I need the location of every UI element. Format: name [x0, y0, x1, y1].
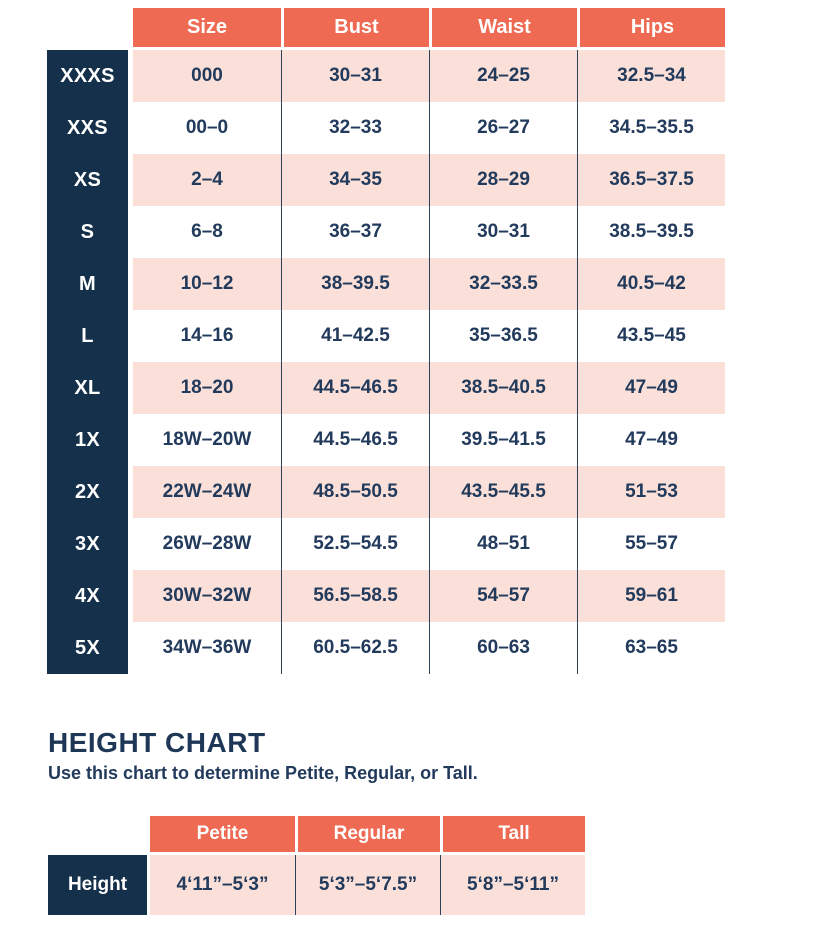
height-chart-header-row: Petite Regular Tall: [150, 816, 585, 852]
table-row-2x: 2X 22W–24W 48.5–50.5 43.5–45.5 51–53: [47, 466, 725, 518]
cell-hips: 63–65: [577, 622, 725, 674]
row-label: 1X: [47, 414, 128, 466]
cell-waist: 39.5–41.5: [429, 414, 577, 466]
cell-bust: 32–33: [281, 102, 429, 154]
size-chart-header-row: Size Bust Waist Hips: [133, 8, 725, 47]
cell-bust: 44.5–46.5: [281, 414, 429, 466]
row-label: XXXS: [47, 50, 128, 102]
row-label: XXS: [47, 102, 128, 154]
table-row-s: S 6–8 36–37 30–31 38.5–39.5: [47, 206, 725, 258]
cell-size: 00–0: [133, 102, 281, 154]
cell-bust: 52.5–54.5: [281, 518, 429, 570]
cell-size: 34W–36W: [133, 622, 281, 674]
table-row-xs: XS 2–4 34–35 28–29 36.5–37.5: [47, 154, 725, 206]
cell-size: 18W–20W: [133, 414, 281, 466]
cell-hips: 47–49: [577, 362, 725, 414]
cell-bust: 44.5–46.5: [281, 362, 429, 414]
table-row-xxxs: XXXS 000 30–31 24–25 32.5–34: [47, 50, 725, 102]
cell-bust: 56.5–58.5: [281, 570, 429, 622]
cell-waist: 48–51: [429, 518, 577, 570]
column-header-tall: Tall: [440, 816, 585, 852]
cell-size: 2–4: [133, 154, 281, 206]
table-row-4x: 4X 30W–32W 56.5–58.5 54–57 59–61: [47, 570, 725, 622]
table-row-1x: 1X 18W–20W 44.5–46.5 39.5–41.5 47–49: [47, 414, 725, 466]
cell-bust: 60.5–62.5: [281, 622, 429, 674]
row-label: S: [47, 206, 128, 258]
cell-hips: 51–53: [577, 466, 725, 518]
cell-size: 18–20: [133, 362, 281, 414]
row-label: 3X: [47, 518, 128, 570]
column-header-petite: Petite: [150, 816, 295, 852]
table-row-xxs: XXS 00–0 32–33 26–27 34.5–35.5: [47, 102, 725, 154]
cell-waist: 60–63: [429, 622, 577, 674]
cell-waist: 35–36.5: [429, 310, 577, 362]
cell-waist: 32–33.5: [429, 258, 577, 310]
cell-hips: 55–57: [577, 518, 725, 570]
height-chart-subtitle: Use this chart to determine Petite, Regu…: [48, 763, 478, 783]
column-header-size: Size: [133, 8, 281, 47]
table-row-5x: 5X 34W–36W 60.5–62.5 60–63 63–65: [47, 622, 725, 674]
row-label-height: Height: [48, 855, 147, 915]
cell-size: 14–16: [133, 310, 281, 362]
row-label: 5X: [47, 622, 128, 674]
cell-hips: 59–61: [577, 570, 725, 622]
cell-bust: 41–42.5: [281, 310, 429, 362]
table-row-l: L 14–16 41–42.5 35–36.5 43.5–45: [47, 310, 725, 362]
cell-hips: 40.5–42: [577, 258, 725, 310]
cell-waist: 43.5–45.5: [429, 466, 577, 518]
height-chart-table: Petite Regular Tall Height 4‘11”–5‘3” 5‘…: [48, 816, 585, 915]
height-row: Height 4‘11”–5‘3” 5‘3”–5‘7.5” 5‘8”–5‘11”: [48, 855, 585, 915]
height-chart-title: HEIGHT CHART: [48, 727, 266, 758]
cell-waist: 38.5–40.5: [429, 362, 577, 414]
cell-bust: 36–37: [281, 206, 429, 258]
row-label: M: [47, 258, 128, 310]
row-label: L: [47, 310, 128, 362]
table-row-xl: XL 18–20 44.5–46.5 38.5–40.5 47–49: [47, 362, 725, 414]
cell-height-tall: 5‘8”–5‘11”: [440, 855, 585, 915]
cell-hips: 32.5–34: [577, 50, 725, 102]
cell-waist: 26–27: [429, 102, 577, 154]
cell-size: 22W–24W: [133, 466, 281, 518]
table-row-3x: 3X 26W–28W 52.5–54.5 48–51 55–57: [47, 518, 725, 570]
cell-bust: 34–35: [281, 154, 429, 206]
cell-hips: 36.5–37.5: [577, 154, 725, 206]
cell-waist: 54–57: [429, 570, 577, 622]
cell-bust: 30–31: [281, 50, 429, 102]
cell-hips: 47–49: [577, 414, 725, 466]
size-chart-body: XXXS 000 30–31 24–25 32.5–34 XXS 00–0 32…: [47, 50, 725, 674]
cell-size: 10–12: [133, 258, 281, 310]
column-header-waist: Waist: [429, 8, 577, 47]
table-row-m: M 10–12 38–39.5 32–33.5 40.5–42: [47, 258, 725, 310]
row-label: 2X: [47, 466, 128, 518]
column-header-regular: Regular: [295, 816, 440, 852]
cell-size: 000: [133, 50, 281, 102]
cell-hips: 34.5–35.5: [577, 102, 725, 154]
cell-waist: 24–25: [429, 50, 577, 102]
row-label: XS: [47, 154, 128, 206]
cell-bust: 48.5–50.5: [281, 466, 429, 518]
cell-hips: 43.5–45: [577, 310, 725, 362]
cell-waist: 30–31: [429, 206, 577, 258]
size-chart-table: Size Bust Waist Hips XXXS 000 30–31 24–2…: [47, 8, 725, 674]
column-header-bust: Bust: [281, 8, 429, 47]
cell-size: 30W–32W: [133, 570, 281, 622]
cell-height-petite: 4‘11”–5‘3”: [150, 855, 295, 915]
row-label: XL: [47, 362, 128, 414]
cell-size: 26W–28W: [133, 518, 281, 570]
cell-hips: 38.5–39.5: [577, 206, 725, 258]
cell-height-regular: 5‘3”–5‘7.5”: [295, 855, 440, 915]
cell-bust: 38–39.5: [281, 258, 429, 310]
column-header-hips: Hips: [577, 8, 725, 47]
row-label: 4X: [47, 570, 128, 622]
cell-waist: 28–29: [429, 154, 577, 206]
cell-size: 6–8: [133, 206, 281, 258]
